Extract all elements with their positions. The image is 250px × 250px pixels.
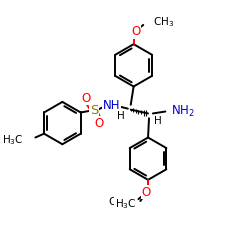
- Text: NH$_2$: NH$_2$: [171, 104, 195, 119]
- Text: CH$_3$: CH$_3$: [108, 195, 129, 209]
- Text: O: O: [82, 92, 91, 104]
- Text: CH$_3$: CH$_3$: [153, 15, 174, 29]
- Text: H: H: [154, 116, 162, 126]
- Text: O: O: [94, 116, 104, 130]
- Text: O: O: [142, 186, 151, 199]
- Text: H$_3$C: H$_3$C: [2, 134, 24, 147]
- Text: H$_3$C: H$_3$C: [115, 197, 136, 211]
- Text: O: O: [131, 25, 140, 38]
- Text: H: H: [117, 111, 125, 121]
- Text: S: S: [90, 104, 98, 117]
- Text: NH: NH: [103, 99, 120, 112]
